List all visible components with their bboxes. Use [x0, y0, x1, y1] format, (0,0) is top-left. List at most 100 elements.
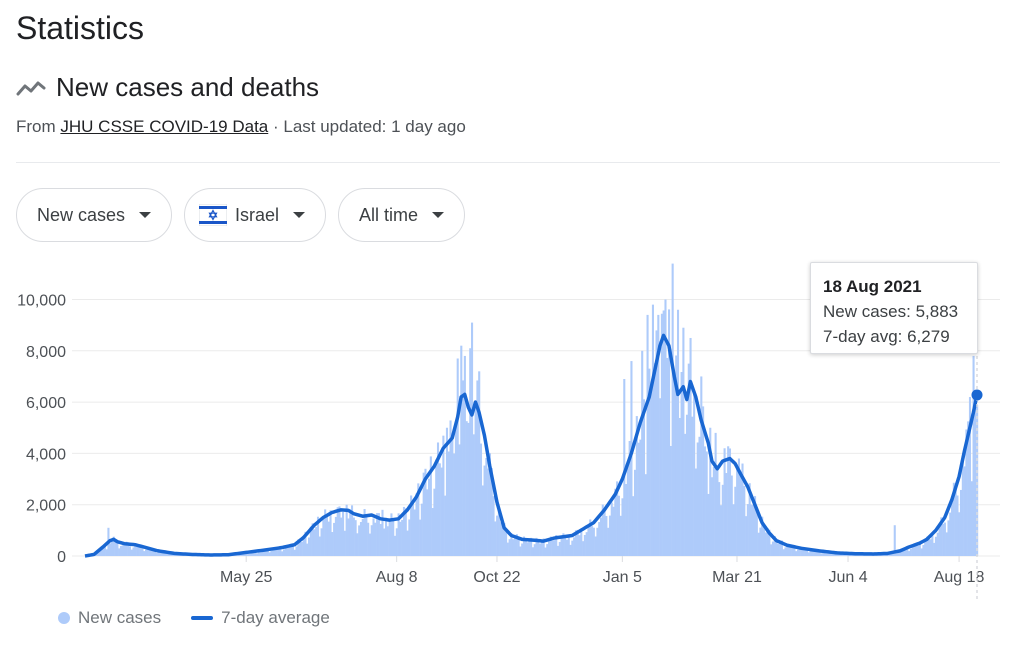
new-cases-bar [259, 550, 262, 556]
legend-line-icon [191, 616, 214, 620]
new-cases-bar [587, 524, 590, 556]
new-cases-bar [302, 537, 305, 556]
new-cases-bar [451, 433, 454, 556]
new-cases-bar [820, 553, 823, 556]
new-cases-bar [929, 539, 932, 556]
new-cases-bar [395, 528, 398, 556]
new-cases-bar [309, 526, 312, 556]
new-cases-bar [512, 539, 515, 556]
new-cases-bar [938, 523, 941, 556]
filter-bar: New cases Israel All time [16, 188, 466, 242]
new-cases-bar [630, 361, 633, 556]
new-cases-bar [564, 536, 567, 556]
new-cases-bar [352, 517, 355, 556]
new-cases-bar [625, 484, 628, 556]
new-cases-bar [254, 552, 257, 556]
new-cases-bar [318, 536, 321, 556]
new-cases-bar [727, 446, 730, 556]
new-cases-bar [467, 422, 470, 556]
source-link[interactable]: JHU CSSE COVID-19 Data [60, 117, 269, 136]
x-tick-label: Aug 8 [376, 569, 418, 586]
new-cases-bar [132, 547, 135, 556]
new-cases-bar [505, 532, 508, 556]
new-cases-bar [399, 521, 402, 556]
new-cases-bar [257, 552, 260, 556]
new-cases-bar [906, 546, 909, 556]
new-cases-bar [696, 442, 699, 556]
new-cases-bar [954, 487, 957, 556]
y-axis-labels: 0 2,000 4,000 6,000 8,000 10,000 [17, 293, 66, 567]
new-cases-bar [308, 537, 311, 556]
new-cases-bar [358, 525, 361, 556]
cases-chart[interactable]: 0 2,000 4,000 6,000 8,000 10,000 May 25 Aug 8 O… [0, 250, 1024, 600]
legend-new-cases[interactable]: New cases [58, 608, 161, 628]
new-cases-bar [282, 549, 286, 556]
new-cases-bar [385, 517, 388, 556]
new-cases-bar [730, 475, 733, 556]
trending-line-icon [16, 81, 46, 95]
new-cases-bar [510, 533, 513, 556]
new-cases-bar [610, 502, 613, 556]
range-dropdown[interactable]: All time [338, 188, 466, 242]
new-cases-bar [497, 508, 500, 556]
new-cases-bar [573, 537, 576, 556]
new-cases-bar [775, 539, 778, 556]
new-cases-bar [487, 468, 490, 556]
new-cases-bar [130, 549, 133, 556]
new-cases-bar [501, 519, 504, 556]
highlight-point[interactable] [971, 389, 983, 401]
new-cases-bar [349, 509, 352, 556]
new-cases-bar [947, 520, 950, 556]
new-cases-bar [490, 468, 493, 556]
new-cases-bar [709, 427, 712, 556]
new-cases-bar [433, 488, 436, 556]
new-cases-bar [537, 539, 540, 556]
new-cases-bar [293, 549, 296, 556]
new-cases-bar [908, 551, 911, 556]
new-cases-bar [295, 546, 298, 556]
new-cases-bar [121, 545, 124, 556]
new-cases-bar [685, 414, 689, 556]
new-cases-bar [406, 530, 409, 556]
new-cases-bar [752, 505, 755, 556]
new-cases-bar [334, 516, 337, 556]
new-cases-bar [320, 528, 323, 556]
new-cases-bar [578, 535, 581, 556]
new-cases-bar [148, 549, 151, 556]
new-cases-bar [420, 503, 423, 556]
new-cases-bar [152, 548, 155, 556]
new-cases-bar [123, 544, 126, 556]
new-cases-bar [377, 513, 380, 556]
new-cases-bar [506, 542, 509, 556]
country-dropdown[interactable]: Israel [184, 188, 327, 242]
new-cases-bar [365, 514, 368, 556]
new-cases-bar [245, 553, 248, 556]
new-cases-bar [243, 554, 246, 556]
metric-dropdown[interactable]: New cases [16, 188, 173, 242]
new-cases-bar [678, 417, 681, 556]
new-cases-bar [673, 373, 676, 556]
new-cases-bar [766, 528, 769, 556]
new-cases-bar [614, 488, 617, 556]
new-cases-bar [917, 545, 920, 556]
new-cases-bar [589, 519, 592, 556]
new-cases-bar [333, 522, 336, 556]
new-cases-bar [601, 504, 604, 556]
new-cases-bar [342, 511, 345, 556]
new-cases-bar [798, 548, 801, 556]
new-cases-bar [933, 542, 936, 556]
new-cases-bar [660, 313, 663, 556]
new-cases-bar [909, 548, 912, 556]
new-cases-bar [329, 510, 332, 556]
legend-average[interactable]: 7-day average [191, 608, 330, 628]
new-cases-bar [100, 547, 103, 556]
new-cases-bar [291, 543, 294, 556]
new-cases-bar [632, 496, 635, 556]
new-cases-bar [669, 445, 672, 556]
x-tick-label: May 25 [220, 569, 273, 586]
new-cases-bar [540, 541, 543, 556]
new-cases-bar [402, 506, 406, 556]
x-tick-label: Jan 5 [603, 569, 642, 586]
new-cases-bar [324, 509, 327, 556]
new-cases-bar [345, 504, 348, 556]
